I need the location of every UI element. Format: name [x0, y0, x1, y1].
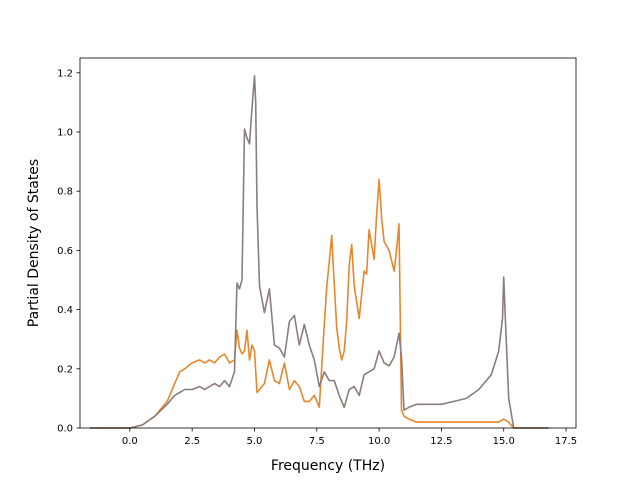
- y-tick-label: 0.8: [57, 187, 73, 198]
- x-tick-label: 12.5: [430, 436, 452, 447]
- x-axis-title: Frequency (THz): [271, 458, 385, 474]
- x-tick-label: 5.0: [247, 436, 263, 447]
- y-tick-label: 0.0: [57, 424, 73, 435]
- y-tick-label: 1.0: [57, 128, 73, 139]
- y-tick-label: 0.6: [57, 246, 73, 257]
- series-line-1: [90, 178, 549, 429]
- x-tick-label: 15.0: [493, 436, 515, 447]
- plot-frame: [79, 57, 577, 429]
- x-axis: 0.0 2.5 5.0 7.5 10.0 12.5 15.0 17.5: [122, 428, 577, 447]
- x-tick-label: 0.0: [122, 436, 138, 447]
- y-tick-label: 0.2: [57, 364, 73, 375]
- y-tick-label: 1.2: [57, 68, 73, 79]
- y-axis-title: Partial Density of States: [26, 159, 42, 327]
- x-tick-label: 17.5: [555, 436, 577, 447]
- x-tick-label: 2.5: [184, 436, 200, 447]
- y-axis: 0.0 0.2 0.4 0.6 0.8 1.0 1.2: [57, 68, 80, 435]
- series-line-2: [90, 75, 549, 429]
- x-tick-label: 7.5: [309, 436, 325, 447]
- series-layer: [90, 75, 549, 429]
- y-tick-label: 0.4: [57, 305, 73, 316]
- x-tick-label: 10.0: [368, 436, 390, 447]
- plot-background: [80, 58, 576, 428]
